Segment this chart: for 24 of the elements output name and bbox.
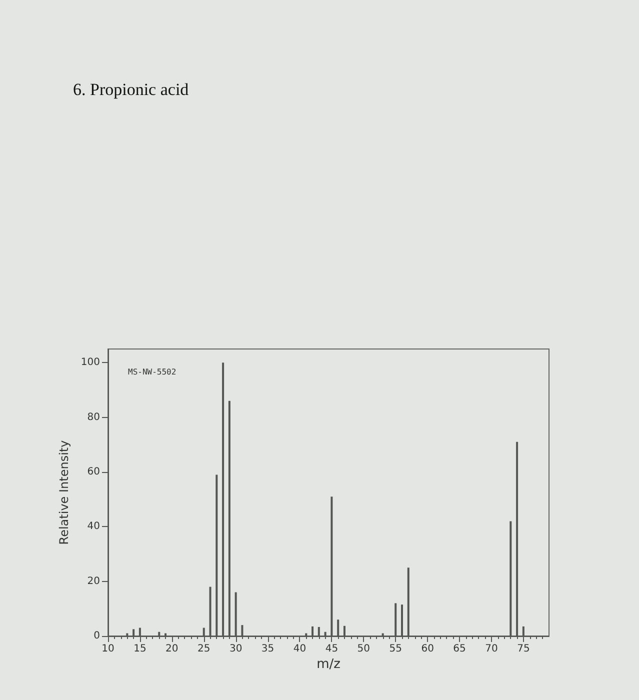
chart-title: 6. Propionic acid	[73, 80, 190, 99]
y-tick-label: 40	[87, 521, 100, 532]
x-tick-label: 70	[485, 644, 498, 654]
y-tick-label: 0	[94, 630, 100, 642]
y-tick-label: 80	[87, 412, 100, 423]
y-tick-label: 20	[87, 576, 100, 587]
x-tick-label: 55	[389, 644, 402, 654]
y-tick-label: 60	[87, 466, 100, 478]
x-tick-label: 65	[453, 644, 466, 654]
y-tick-label: 100	[80, 357, 100, 368]
annotation: MS-NW-5502	[128, 368, 176, 376]
x-tick-label: 10	[102, 644, 114, 654]
x-tick-label: 50	[357, 644, 370, 654]
x-tick-label: 60	[421, 644, 434, 654]
x-tick-label: 25	[198, 644, 210, 654]
x-tick-label: 45	[325, 644, 338, 654]
x-tick-label: 15	[134, 644, 146, 654]
x-tick-label: 20	[166, 644, 178, 654]
x-tick-label: 35	[261, 644, 274, 654]
x-tick-label: 75	[517, 644, 530, 654]
x-tick-label: 30	[229, 644, 242, 654]
x-axis-title: m/z	[316, 657, 341, 672]
x-tick-label: 40	[293, 644, 306, 654]
y-axis-title: Relative Intensity	[57, 440, 72, 545]
